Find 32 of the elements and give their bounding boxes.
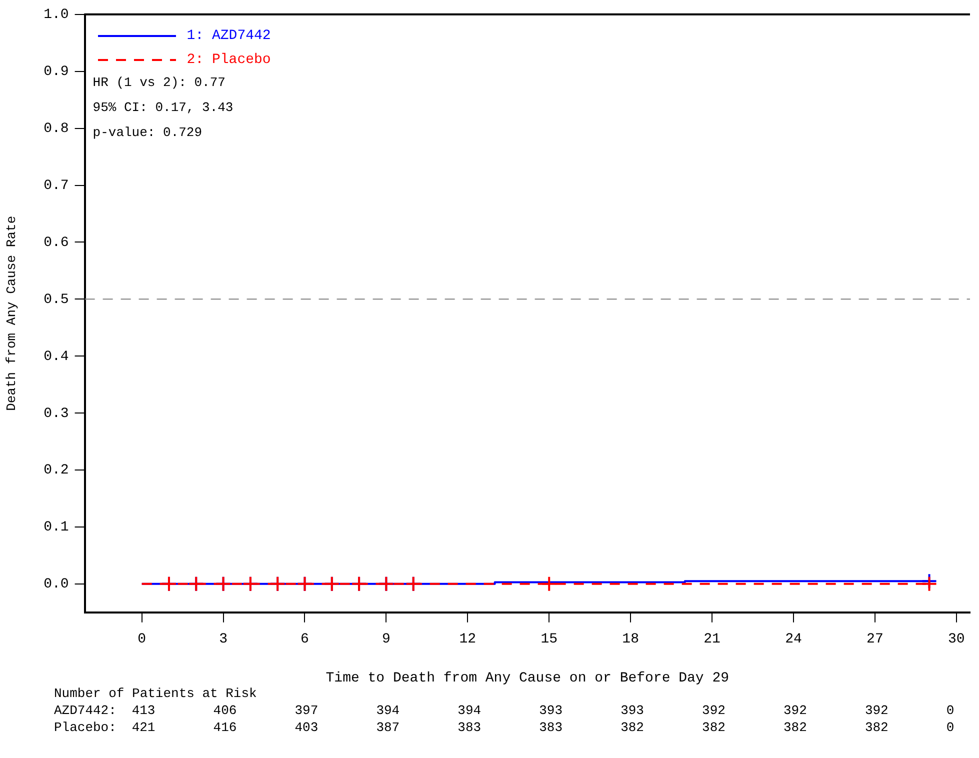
- x-tick-label: 9: [382, 632, 390, 648]
- annotation: 95% CI: 0.17, 3.43: [92, 100, 234, 115]
- text: 1: AZD7442: [186, 27, 271, 46]
- y-tick-label: 0.2: [44, 462, 69, 479]
- x-tick-label: 30: [948, 632, 965, 648]
- y-tick-label: 0.9: [44, 64, 69, 80]
- text: Placebo: 421 416 403 387 383 383 382 382 382 382 0: [54, 720, 954, 735]
- x-tick-label: 21: [704, 632, 720, 648]
- x-tick-label: 6: [300, 632, 309, 648]
- annotation: HR (1 vs 2): 0.77: [92, 74, 226, 90]
- y-tick-label: 1.0: [44, 7, 69, 24]
- y-tick-label: 0.0: [44, 576, 69, 593]
- text: AZD7442: 413 406 397 394 394 393 393 392 392 392 0: [54, 703, 954, 718]
- y-axis-title: Death from Any Cause Rate: [4, 216, 20, 411]
- x-axis-title: Time to Death from Any Cause on or Before Day 29: [326, 670, 730, 686]
- y-tick-label: 0.7: [44, 178, 69, 194]
- x-tick-label: 15: [540, 632, 558, 648]
- y-tick-label: 0.4: [44, 348, 69, 365]
- text: Number of Patients at Risk: [53, 686, 258, 703]
- annotation: p-value: 0.729: [92, 124, 202, 140]
- x-tick-label: 27: [866, 632, 884, 648]
- x-tick-label: 0: [138, 632, 146, 648]
- x-tick-label: 18: [622, 632, 639, 648]
- y-tick-label: 0.1: [44, 520, 69, 536]
- y-tick-label: 0.8: [44, 121, 69, 138]
- x-tick-label: 3: [219, 632, 228, 648]
- x-tick-label: 12: [459, 632, 476, 648]
- y-tick-label: 0.5: [44, 292, 69, 308]
- y-tick-label: 0.6: [44, 234, 69, 251]
- text: 2: Placebo: [186, 51, 271, 70]
- y-tick-label: 0.3: [44, 406, 69, 422]
- x-tick-label: 24: [785, 632, 802, 648]
